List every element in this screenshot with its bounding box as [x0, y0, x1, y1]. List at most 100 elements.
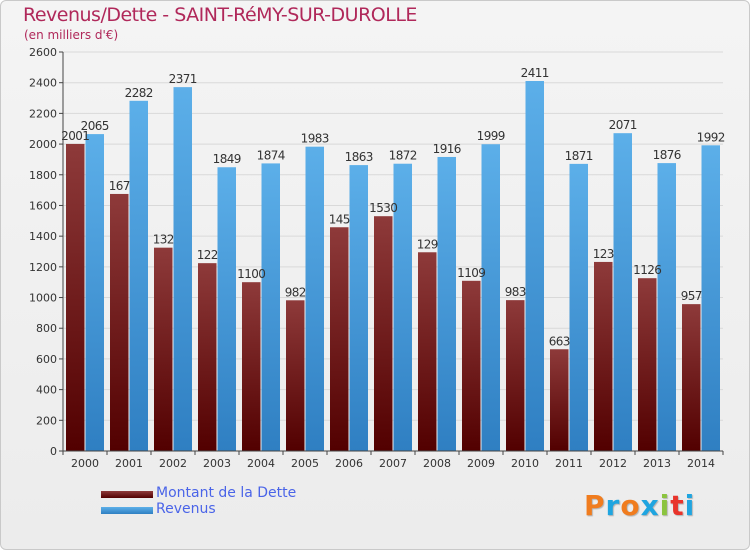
bar-revenus [437, 156, 456, 451]
bars [66, 81, 720, 452]
data-label-revenus: 1874 [257, 148, 285, 162]
data-label-dette: 957 [681, 289, 702, 303]
bar-revenus [701, 145, 720, 451]
proxiti-logo: Proxiti [584, 489, 695, 522]
data-label-revenus: 1876 [653, 148, 681, 162]
y-tick-label: 600 [36, 353, 57, 366]
data-label-dette: 122 [197, 248, 218, 262]
y-tick-label: 2600 [29, 46, 57, 59]
logo-letter: P [584, 489, 606, 522]
legend-swatch-revenus [101, 507, 153, 514]
y-tick-label: 400 [36, 384, 57, 397]
x-tick-label: 2008 [423, 457, 451, 470]
y-tick-label: 1400 [29, 230, 57, 243]
y-tick-label: 200 [36, 414, 57, 427]
legend-label-revenus: Revenus [156, 501, 216, 517]
bar-dette [154, 247, 173, 451]
bar-revenus [349, 165, 368, 452]
x-tick-label: 2002 [159, 457, 187, 470]
data-label-dette: 663 [549, 334, 570, 348]
logo-letter: o [620, 489, 641, 522]
data-label-dette: 1126 [633, 263, 661, 277]
bar-dette [374, 216, 393, 451]
x-tick-label: 2005 [291, 457, 319, 470]
y-tick-label: 2200 [29, 107, 57, 120]
data-label-dette: 982 [285, 285, 306, 299]
x-tick-label: 2010 [511, 457, 539, 470]
bar-revenus [261, 163, 280, 451]
x-tick-label: 2004 [247, 457, 275, 470]
data-label-revenus: 2065 [81, 119, 109, 133]
x-tick-label: 2014 [687, 457, 715, 470]
data-label-revenus: 1863 [345, 150, 373, 164]
logo-letter: i [659, 489, 671, 522]
y-tick-label: 1000 [29, 292, 57, 305]
data-label-revenus: 1871 [565, 149, 593, 163]
data-label-revenus: 1872 [389, 149, 417, 163]
data-label-revenus: 1983 [301, 132, 329, 146]
x-tick-label: 2007 [379, 457, 407, 470]
y-tick-label: 0 [50, 445, 57, 458]
x-tick-label: 2000 [71, 457, 99, 470]
bar-dette [682, 304, 701, 451]
grid-lines [63, 51, 723, 421]
x-tick-label: 2012 [599, 457, 627, 470]
chart-title: Revenus/Dette - SAINT-RéMY-SUR-DUROLLE [23, 4, 417, 26]
y-tick-label: 2400 [29, 77, 57, 90]
y-tick-label: 800 [36, 322, 57, 335]
bar-dette [198, 263, 217, 451]
x-tick-label: 2003 [203, 457, 231, 470]
y-tick-label: 1200 [29, 261, 57, 274]
bar-revenus [481, 144, 500, 451]
data-label-dette: 1109 [457, 266, 485, 280]
data-label-revenus: 1916 [433, 142, 461, 156]
x-tick-label: 2009 [467, 457, 495, 470]
data-label-dette: 167 [109, 179, 130, 193]
x-tick-label: 2006 [335, 457, 363, 470]
bar-dette [418, 252, 437, 451]
x-tick-label: 2001 [115, 457, 143, 470]
bar-revenus [525, 81, 544, 451]
bar-revenus [129, 100, 148, 451]
bar-dette [462, 280, 481, 451]
bar-dette [330, 227, 349, 451]
data-label-revenus: 1999 [477, 129, 505, 143]
bar-dette [638, 278, 657, 451]
data-label-dette: 132 [153, 233, 174, 247]
bar-dette [286, 300, 305, 451]
data-label-dette: 1530 [369, 201, 397, 215]
bar-dette [242, 282, 261, 451]
logo-letter: r [605, 489, 621, 522]
legend-swatch-dette [101, 491, 153, 498]
logo-letter: i [684, 489, 696, 522]
data-label-revenus: 1849 [213, 152, 241, 166]
data-label-dette: 129 [417, 237, 438, 251]
data-label-dette: 2001 [61, 129, 89, 143]
bar-dette [550, 349, 569, 451]
bar-revenus [305, 146, 324, 451]
bar-revenus [657, 163, 676, 452]
y-tick-label: 1600 [29, 199, 57, 212]
data-label-revenus: 1992 [697, 130, 725, 144]
data-label-dette: 145 [329, 212, 350, 226]
bar-revenus [173, 87, 192, 451]
y-tick-label: 1800 [29, 169, 57, 182]
bar-dette [110, 193, 129, 452]
bar-revenus [85, 134, 104, 451]
bar-revenus [217, 167, 236, 451]
data-label-revenus: 2282 [125, 86, 153, 100]
x-tick-label: 2011 [555, 457, 583, 470]
x-tick-label: 2013 [643, 457, 671, 470]
axes: 0 200 400 600 800 1000 1200 1400 1600 1800 2000 220… [29, 46, 724, 470]
data-label-dette: 123 [593, 247, 614, 261]
data-label-dette: 1100 [237, 267, 265, 281]
bar-revenus [613, 133, 632, 451]
bar-dette [506, 300, 525, 451]
legend-label-dette: Montant de la Dette [156, 485, 297, 501]
logo-letter: x [640, 489, 660, 522]
data-label-revenus: 2371 [169, 72, 197, 86]
bar-dette [594, 261, 613, 451]
